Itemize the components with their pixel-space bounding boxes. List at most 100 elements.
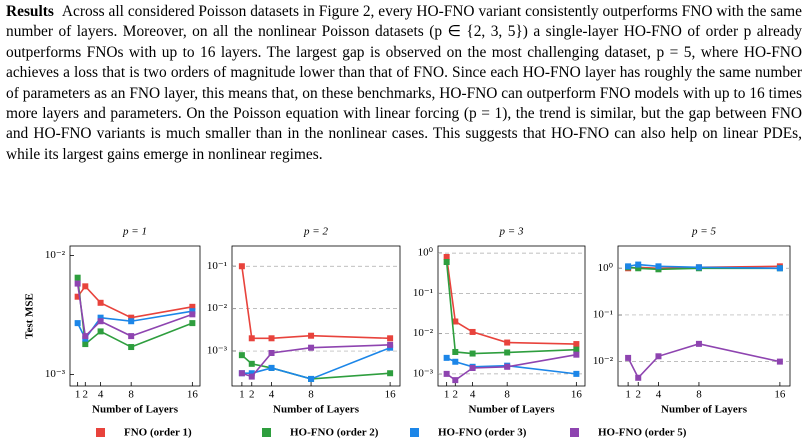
y-tick-label: 10⁻² [207,302,228,314]
data-point [97,314,104,321]
data-point [248,370,255,377]
series-line [77,285,193,319]
data-point [452,377,459,384]
y-tick-label: 10⁻¹ [593,308,613,320]
data-point [189,308,196,315]
data-point [189,311,196,318]
data-point [238,263,245,270]
data-point [238,352,245,359]
data-point [128,344,135,351]
data-point [74,274,81,281]
data-point [97,328,104,335]
data-point [268,349,275,356]
x-tick-label: 4 [98,389,104,401]
series-line [241,344,391,378]
series-line [241,354,391,380]
data-point [189,320,196,327]
panel-title: p = 5 [691,226,716,238]
data-point [387,370,394,377]
y-tick-label: 10⁻¹ [413,287,433,299]
series-line [445,256,577,345]
data-point [82,341,89,348]
data-point [573,351,580,358]
panel-title: p = 3 [499,226,524,238]
data-point [308,344,315,351]
legend-swatch [570,428,579,437]
data-point [504,339,511,346]
body-text: Across all considered Poisson datasets i… [6,3,802,163]
data-point [635,374,642,381]
data-point [443,354,450,361]
data-point [268,364,275,371]
data-point [189,303,196,310]
data-point [469,350,476,357]
data-point [74,293,81,300]
y-tick-label: 10⁻³ [413,367,434,379]
heading: Results [6,3,54,20]
y-tick-label: 10⁻² [413,327,434,339]
data-point [443,370,450,377]
x-tick-label: 16 [571,389,583,401]
y-tick-label: 10⁻¹ [207,260,227,272]
data-point [655,353,662,360]
data-point [469,328,476,335]
data-point [268,335,275,342]
x-tick-label: 16 [187,389,199,401]
legend-label: HO-FNO (order 3) [438,427,527,439]
x-tick-label: 1 [625,389,631,401]
data-point [635,261,642,268]
data-point [452,318,459,325]
series-line [627,343,781,380]
data-point [74,320,81,327]
legend-swatch [262,428,271,437]
plot-frame [231,245,401,387]
x-tick-label: 2 [83,389,89,401]
data-point [128,314,135,321]
x-tick-label: 8 [696,389,702,401]
y-tick-label: 10⁻² [45,249,66,261]
data-point [308,332,315,339]
data-point [443,259,450,266]
x-tick-label: 4 [470,389,476,401]
data-point [776,265,783,272]
data-point [573,341,580,348]
data-point [248,373,255,380]
data-point [573,370,580,377]
x-axis-label: Number of Layers [92,404,179,416]
data-point [387,335,394,342]
x-tick-label: 8 [308,389,314,401]
x-tick-label: 16 [385,389,397,401]
legend-label: FNO (order 1) [124,427,192,439]
series-line [76,277,193,348]
data-point [238,370,245,377]
x-tick-label: 4 [656,389,662,401]
x-tick-label: 8 [128,389,134,401]
x-axis-label: Number of Layers [273,404,360,416]
series-line [445,261,577,355]
series-line [241,266,391,340]
data-point [248,360,255,367]
x-tick-label: 2 [453,389,459,401]
x-tick-label: 1 [444,389,450,401]
panel-title: p = 1 [122,226,147,238]
paragraph: Results Across all considered Poisson dat… [6,2,802,165]
y-tick-label: 10⁰ [418,247,434,259]
data-point [308,375,315,382]
data-point [128,333,135,340]
y-tick-label: 10⁻³ [45,368,66,380]
data-point [452,348,459,355]
data-point [82,283,89,290]
x-tick-label: 1 [75,389,81,401]
data-point [573,346,580,353]
x-axis-label: Number of Layers [469,404,556,416]
data-point [655,263,662,270]
y-tick-label: 10⁰ [598,262,614,274]
x-tick-label: 1 [239,389,245,401]
data-point [452,358,459,365]
data-point [74,280,81,287]
legend-label: HO-FNO (order 5) [598,427,687,439]
data-point [128,318,135,325]
data-point [387,341,394,348]
